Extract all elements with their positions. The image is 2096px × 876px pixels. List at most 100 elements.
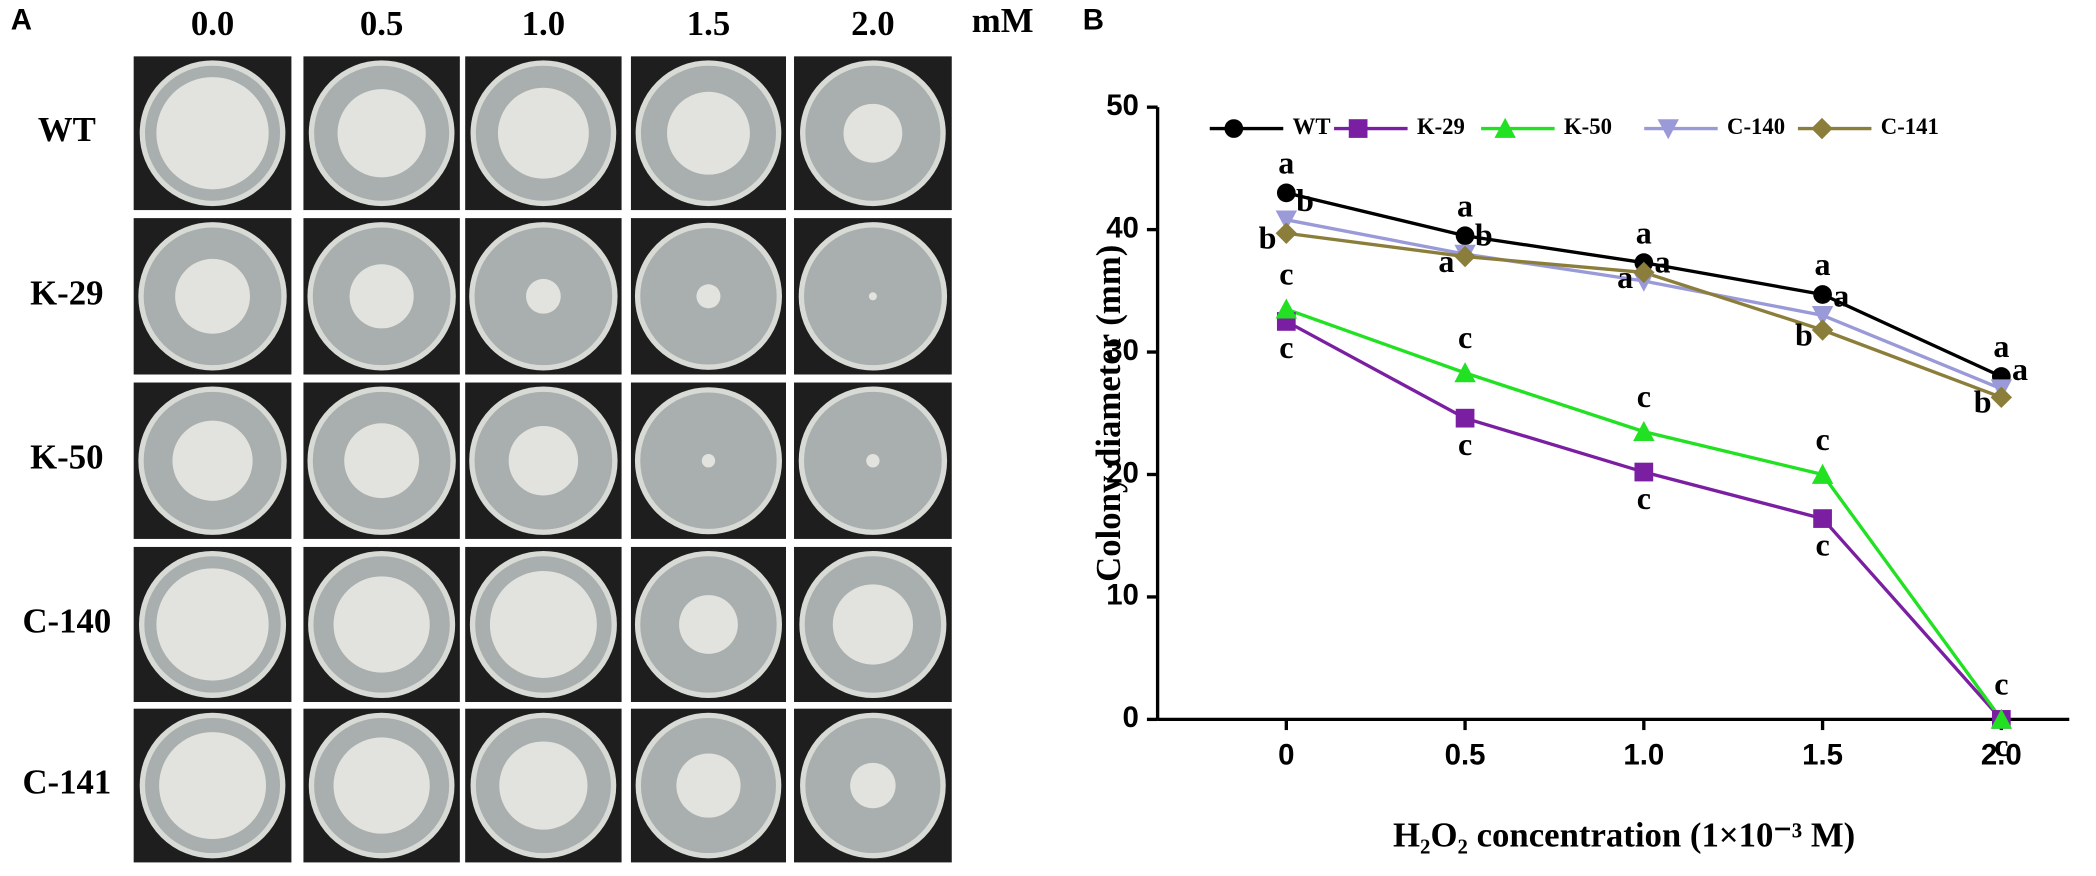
significance-letter: b bbox=[1296, 182, 1314, 218]
colony bbox=[676, 753, 741, 818]
colony bbox=[489, 571, 597, 678]
colony bbox=[349, 264, 414, 329]
row-label: WT bbox=[38, 110, 96, 149]
row-label: K-50 bbox=[30, 438, 103, 477]
x-tick-label: 0.5 bbox=[1445, 739, 1486, 772]
column-label: 1.0 bbox=[522, 4, 565, 43]
significance-letter: b bbox=[1475, 216, 1493, 252]
data-point bbox=[1455, 408, 1475, 428]
significance-letter: c bbox=[1815, 526, 1829, 562]
y-axis-label: Colony diameter (mm) bbox=[1089, 245, 1128, 582]
data-point bbox=[1275, 210, 1298, 231]
data-point bbox=[1813, 285, 1832, 304]
colony bbox=[499, 741, 588, 830]
x-tick-label: 2.0 bbox=[1981, 739, 2022, 772]
colony bbox=[172, 420, 253, 501]
x-tick-label: 1.5 bbox=[1802, 739, 1843, 772]
data-point bbox=[1275, 298, 1298, 319]
column-label: 2.0 bbox=[851, 4, 894, 43]
colony bbox=[497, 87, 589, 179]
significance-letter: c bbox=[1279, 329, 1293, 365]
legend-label: K-29 bbox=[1417, 114, 1465, 139]
significance-letter: a bbox=[1815, 246, 1831, 282]
data-point bbox=[1633, 420, 1655, 441]
significance-letter: c bbox=[1994, 666, 2008, 702]
panel-label: A bbox=[11, 3, 32, 36]
data-point bbox=[1276, 183, 1296, 203]
colony bbox=[868, 292, 877, 301]
y-tick-label: 40 bbox=[1106, 211, 1139, 244]
significance-letter: c bbox=[1458, 319, 1472, 355]
row-label: C-141 bbox=[22, 763, 111, 802]
legend-marker bbox=[1494, 117, 1516, 138]
legend-marker bbox=[1224, 119, 1244, 138]
colony bbox=[696, 284, 721, 309]
colony bbox=[156, 77, 269, 190]
legend-marker bbox=[1811, 117, 1833, 140]
significance-letter: c bbox=[1994, 727, 2008, 763]
column-label: 1.5 bbox=[687, 4, 730, 43]
colony bbox=[333, 737, 430, 834]
colony bbox=[679, 595, 738, 654]
colony bbox=[667, 91, 750, 175]
y-tick-label: 50 bbox=[1106, 89, 1139, 122]
row-label: K-29 bbox=[30, 273, 103, 312]
colony bbox=[156, 568, 269, 681]
legend-label: C-141 bbox=[1881, 114, 1939, 139]
data-point bbox=[1813, 509, 1832, 528]
significance-letter: a bbox=[1636, 214, 1652, 250]
row-label: C-140 bbox=[22, 601, 111, 640]
data-point bbox=[1275, 222, 1298, 244]
colony bbox=[333, 576, 430, 673]
column-label: 0.0 bbox=[191, 4, 234, 43]
colony bbox=[866, 454, 880, 468]
data-point bbox=[1811, 319, 1834, 341]
significance-letter: c bbox=[1815, 421, 1829, 457]
x-tick-label: 0 bbox=[1278, 739, 1294, 772]
colony bbox=[508, 425, 579, 496]
significance-letter: a bbox=[1993, 328, 2009, 364]
colony bbox=[175, 258, 250, 334]
legend-marker bbox=[1348, 119, 1368, 138]
colony bbox=[344, 423, 420, 499]
panel-label: B bbox=[1083, 3, 1104, 36]
legend-label: K-50 bbox=[1564, 114, 1612, 139]
x-tick-label: 1.0 bbox=[1623, 739, 1664, 772]
y-tick-label: 0 bbox=[1123, 701, 1139, 734]
significance-letter: a bbox=[2012, 351, 2028, 387]
significance-letter: c bbox=[1458, 426, 1472, 462]
colony bbox=[526, 278, 561, 314]
significance-letter: a bbox=[1457, 187, 1473, 223]
data-point bbox=[1634, 462, 1654, 482]
y-tick-label: 30 bbox=[1106, 334, 1139, 367]
column-label: 0.5 bbox=[360, 4, 403, 43]
legend-label: C-140 bbox=[1727, 114, 1785, 139]
photo-grid bbox=[133, 56, 952, 863]
colony bbox=[850, 762, 896, 809]
colony bbox=[701, 454, 716, 468]
significance-letter: a bbox=[1438, 243, 1454, 279]
data-point bbox=[1990, 386, 2013, 409]
significance-letter: c bbox=[1637, 378, 1651, 414]
significance-letter: b bbox=[1259, 220, 1277, 256]
legend-marker bbox=[1657, 119, 1679, 140]
unit-label: mM bbox=[972, 1, 1034, 40]
significance-letter: c bbox=[1637, 480, 1651, 516]
y-tick-label: 10 bbox=[1106, 579, 1139, 612]
x-axis-label: H₂O₂ concentration (1×10⁻³ M) bbox=[1393, 815, 1855, 854]
colony bbox=[159, 732, 267, 840]
significance-letter: a bbox=[1617, 259, 1633, 295]
colony bbox=[337, 89, 426, 178]
data-point bbox=[1811, 463, 1834, 484]
data-point bbox=[1454, 245, 1476, 268]
significance-letter: b bbox=[1974, 384, 1992, 420]
data-point bbox=[1990, 708, 2013, 729]
significance-letter: c bbox=[1279, 255, 1293, 291]
y-tick-label: 20 bbox=[1106, 456, 1139, 489]
legend-label: WT bbox=[1293, 114, 1331, 139]
data-point bbox=[1454, 362, 1476, 383]
significance-letter: a bbox=[1278, 144, 1294, 180]
data-point bbox=[1811, 305, 1834, 327]
significance-letter: a bbox=[1655, 243, 1671, 279]
